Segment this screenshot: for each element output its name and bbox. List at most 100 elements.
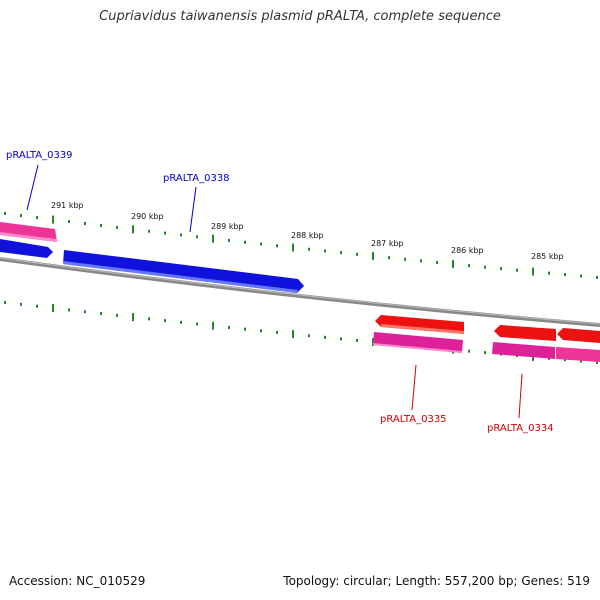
tick-minor bbox=[4, 300, 6, 304]
tick-minor bbox=[36, 304, 38, 308]
gene-feature-red-2[interactable] bbox=[494, 325, 556, 341]
tick-minor bbox=[308, 334, 310, 338]
tick-major bbox=[132, 313, 134, 322]
gene-feature-red-3[interactable] bbox=[557, 328, 600, 343]
gene-feature-pralta-0339[interactable] bbox=[0, 239, 53, 258]
tick-minor bbox=[228, 325, 230, 329]
tick-minor bbox=[596, 275, 598, 279]
tick-minor bbox=[260, 329, 262, 333]
tick-minor bbox=[244, 327, 246, 331]
map-title: Cupriavidus taiwanensis plasmid pRALTA, … bbox=[99, 9, 501, 24]
tick-minor bbox=[100, 223, 102, 227]
tick-minor bbox=[148, 317, 150, 321]
tick-label-289: 289 kbp bbox=[211, 222, 244, 231]
tick-major bbox=[292, 243, 294, 252]
tick-minor bbox=[196, 235, 198, 239]
tick-minor bbox=[548, 271, 550, 275]
tick-minor bbox=[148, 229, 150, 233]
tick-minor bbox=[180, 233, 182, 237]
tick-major bbox=[212, 321, 214, 330]
tick-minor bbox=[340, 251, 342, 255]
tick-major bbox=[372, 252, 374, 261]
tick-minor bbox=[324, 249, 326, 253]
tick-minor bbox=[340, 337, 342, 341]
tick-minor bbox=[228, 238, 230, 242]
gene-label-pralta-0339[interactable]: pRALTA_0339 bbox=[6, 150, 73, 161]
tick-major bbox=[532, 267, 534, 276]
gene-feature-pralta-0335[interactable] bbox=[373, 332, 463, 353]
callout-line-pralta-0339 bbox=[26, 164, 39, 211]
tick-minor bbox=[564, 273, 566, 277]
tick-minor bbox=[324, 335, 326, 339]
gene-label-pralta-0338[interactable]: pRALTA_0338 bbox=[163, 173, 230, 184]
gene-feature-pralta-0338-shade bbox=[63, 261, 298, 293]
tick-major bbox=[452, 260, 454, 269]
tick-major bbox=[52, 304, 54, 313]
callout-line-pralta-0334 bbox=[518, 373, 523, 419]
tick-minor bbox=[356, 338, 358, 342]
gene-feature-pralta-0335-shade bbox=[373, 343, 462, 353]
tick-minor bbox=[164, 231, 166, 235]
tick-minor bbox=[36, 216, 38, 220]
tick-minor bbox=[84, 222, 86, 226]
tick-minor bbox=[180, 320, 182, 324]
tick-minor bbox=[580, 274, 582, 278]
tick-minor bbox=[4, 212, 6, 216]
tick-label-290: 290 kbp bbox=[131, 212, 164, 221]
tick-minor bbox=[404, 257, 406, 261]
tick-minor bbox=[100, 312, 102, 316]
tick-major bbox=[372, 338, 374, 347]
tick-minor bbox=[436, 260, 438, 264]
tick-minor bbox=[84, 310, 86, 314]
tick-major bbox=[292, 330, 294, 339]
tick-minor bbox=[564, 358, 566, 362]
plasmid-backbone bbox=[0, 257, 600, 327]
tick-minor bbox=[420, 259, 422, 263]
tick-minor bbox=[68, 308, 70, 312]
tick-label-286: 286 kbp bbox=[451, 246, 484, 255]
tick-minor bbox=[500, 267, 502, 271]
tick-minor bbox=[484, 265, 486, 269]
tick-minor bbox=[196, 322, 198, 326]
tick-minor bbox=[596, 360, 598, 364]
tick-minor bbox=[116, 313, 118, 317]
gene-feature-pink-right[interactable] bbox=[556, 347, 600, 362]
tick-minor bbox=[484, 351, 486, 355]
gene-label-pralta-0334[interactable]: pRALTA_0334 bbox=[487, 423, 554, 434]
tick-minor bbox=[260, 242, 262, 246]
tick-minor bbox=[388, 256, 390, 260]
tick-minor bbox=[516, 268, 518, 272]
plasmid-backbone-highlight bbox=[0, 257, 600, 325]
tick-minor bbox=[276, 244, 278, 248]
gene-feature-pralta-0334[interactable] bbox=[492, 342, 555, 359]
tick-minor bbox=[580, 359, 582, 363]
tick-label-291: 291 kbp bbox=[51, 201, 84, 210]
tick-label-285: 285 kbp bbox=[531, 252, 564, 261]
tick-minor bbox=[164, 319, 166, 323]
tick-minor bbox=[20, 214, 22, 218]
gene-feature-pink-left[interactable] bbox=[0, 222, 57, 242]
topology-summary: Topology: circular; Length: 557,200 bp; … bbox=[283, 574, 590, 588]
callout-line-pralta-0338 bbox=[189, 186, 197, 233]
tick-minor bbox=[356, 252, 358, 256]
tick-minor bbox=[468, 349, 470, 353]
tick-major bbox=[212, 234, 214, 243]
tick-major bbox=[52, 215, 54, 224]
accession-label: Accession: NC_010529 bbox=[9, 574, 146, 588]
tick-minor bbox=[68, 220, 70, 224]
gene-feature-pink-left-shade bbox=[0, 232, 57, 242]
callout-line-pralta-0335 bbox=[411, 364, 417, 411]
gene-feature-red-1-shade bbox=[381, 324, 464, 334]
tick-minor bbox=[468, 264, 470, 268]
tick-minor bbox=[116, 225, 118, 229]
tick-minor bbox=[20, 302, 22, 306]
gene-label-pralta-0335[interactable]: pRALTA_0335 bbox=[380, 414, 447, 425]
gene-feature-pralta-0338[interactable] bbox=[63, 250, 304, 293]
tick-minor bbox=[308, 247, 310, 251]
tick-minor bbox=[244, 240, 246, 244]
tick-major bbox=[132, 225, 134, 234]
tick-label-287: 287 kbp bbox=[371, 239, 404, 248]
tick-marks-outer bbox=[4, 212, 598, 279]
tick-label-288: 288 kbp bbox=[291, 231, 324, 240]
